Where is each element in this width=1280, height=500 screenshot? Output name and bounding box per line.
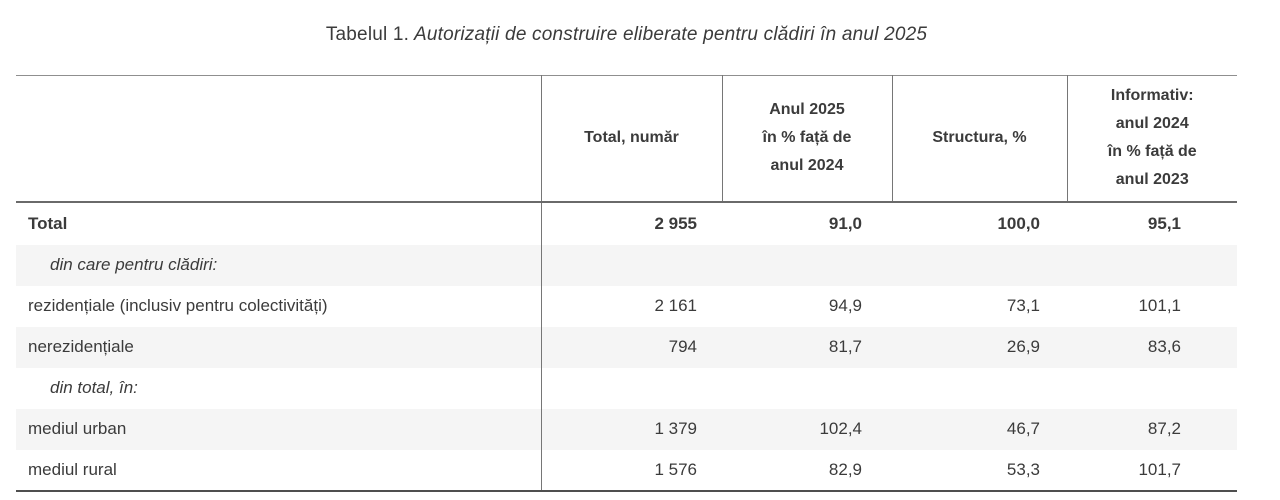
cell-total-number: 2 161 xyxy=(654,296,697,315)
table-title-text: Autorizații de construire eliberate pent… xyxy=(409,24,928,45)
row-label: nerezidențiale xyxy=(16,326,542,368)
cell-informative: 83,6 xyxy=(1147,337,1181,356)
cell-informative xyxy=(1067,245,1237,286)
header-cell-2025-vs-2024: Anul 2025 în % față de anul 2024 xyxy=(721,75,892,203)
table-title-prefix: Tabelul 1. xyxy=(325,24,410,45)
cell-2025-vs-2024: 91,0 xyxy=(828,213,862,233)
header-cell-empty xyxy=(16,75,541,203)
statistics-table-container: Total, număr Anul 2025 în % față de anul… xyxy=(16,75,1237,492)
row-label: mediul rural xyxy=(16,449,542,491)
statistics-table: Total, număr Anul 2025 în % față de anul… xyxy=(16,75,1237,492)
header-row: Total, număr Anul 2025 în % față de anul… xyxy=(16,75,1237,203)
cell-informative: 101,7 xyxy=(1138,459,1181,479)
header-cell-structure: Structura, % xyxy=(891,75,1067,203)
header-cell-informative-2024-vs-2023: Informativ: anul 2024 în % față de anul … xyxy=(1066,75,1237,203)
cell-total-number: 1 576 xyxy=(654,459,697,479)
cell-structure: 53,3 xyxy=(1006,459,1040,479)
cell-2025-vs-2024: 94,9 xyxy=(828,296,862,315)
table-row-section-by-area: din total, în: xyxy=(16,367,1237,409)
cell-informative xyxy=(1067,368,1237,409)
table-header: Total, număr Anul 2025 în % față de anul… xyxy=(16,75,1237,203)
cell-total-number xyxy=(541,368,722,409)
table-row-urban: mediul urban 1 379 102,4 46,7 87,2 xyxy=(16,408,1237,450)
header-cell-total-number: Total, număr xyxy=(540,75,722,203)
row-label: Total xyxy=(16,201,542,245)
cell-2025-vs-2024: 81,7 xyxy=(828,337,862,356)
table-row-total: Total 2 955 91,0 100,0 95,1 xyxy=(16,201,1237,245)
cell-total-number: 1 379 xyxy=(654,419,697,438)
table-row-section-buildings: din care pentru clădiri: xyxy=(16,244,1237,286)
cell-2025-vs-2024: 82,9 xyxy=(828,459,862,479)
row-label: rezidențiale (inclusiv pentru colectivit… xyxy=(16,285,542,327)
cell-structure: 100,0 xyxy=(997,213,1040,233)
cell-informative: 95,1 xyxy=(1147,213,1181,233)
cell-structure: 73,1 xyxy=(1006,296,1040,315)
row-label: mediul urban xyxy=(16,408,542,450)
table-row-nonresidential: nerezidențiale 794 81,7 26,9 83,6 xyxy=(16,326,1237,368)
cell-structure xyxy=(892,245,1067,286)
cell-2025-vs-2024: 102,4 xyxy=(819,419,862,438)
row-label: din total, în: xyxy=(16,367,542,409)
table-row-rural: mediul rural 1 576 82,9 53,3 101,7 xyxy=(16,449,1237,491)
table-body: Total 2 955 91,0 100,0 95,1 din care pen… xyxy=(16,201,1237,491)
cell-structure: 46,7 xyxy=(1006,419,1040,438)
row-label: din care pentru clădiri: xyxy=(16,244,542,286)
cell-total-number xyxy=(541,245,722,286)
cell-informative: 87,2 xyxy=(1147,419,1181,438)
cell-informative: 101,1 xyxy=(1138,296,1181,315)
cell-total-number: 2 955 xyxy=(654,213,697,233)
table-title: Tabelul 1. Autorizații de construire eli… xyxy=(16,24,1237,46)
cell-2025-vs-2024 xyxy=(722,368,892,409)
cell-structure xyxy=(892,368,1067,409)
cell-structure: 26,9 xyxy=(1006,337,1040,356)
cell-2025-vs-2024 xyxy=(722,245,892,286)
table-row-residential: rezidențiale (inclusiv pentru colectivit… xyxy=(16,285,1237,327)
cell-total-number: 794 xyxy=(668,337,697,356)
